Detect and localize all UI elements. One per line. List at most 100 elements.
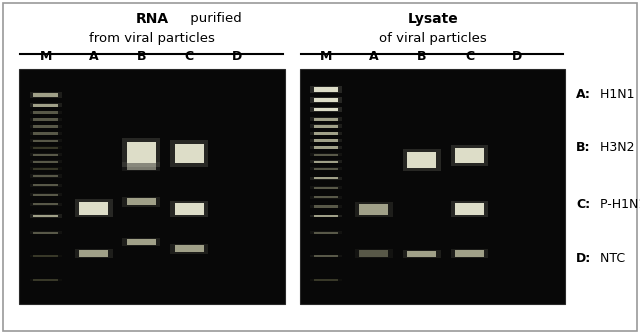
Bar <box>314 146 339 149</box>
Bar <box>310 214 342 217</box>
Bar <box>310 117 342 121</box>
Bar <box>29 153 62 156</box>
Text: purified: purified <box>186 12 241 25</box>
Bar <box>175 144 204 163</box>
Text: D:: D: <box>576 252 591 265</box>
Bar <box>300 186 565 198</box>
Bar <box>29 146 62 149</box>
Bar <box>33 125 58 128</box>
Bar <box>314 196 339 198</box>
Bar <box>33 215 58 217</box>
Bar <box>19 186 285 198</box>
Bar <box>29 203 62 206</box>
Bar <box>75 199 113 217</box>
Bar <box>122 197 161 207</box>
Bar <box>19 210 285 222</box>
Bar <box>170 244 208 254</box>
Bar <box>33 118 58 121</box>
Bar <box>300 257 565 269</box>
Bar <box>310 146 342 149</box>
Text: A: A <box>369 50 379 63</box>
Bar <box>314 87 339 92</box>
Bar <box>407 153 436 168</box>
Bar <box>19 234 285 245</box>
Bar <box>314 177 339 179</box>
Bar <box>310 86 342 93</box>
Bar <box>29 132 62 135</box>
Bar <box>314 232 339 234</box>
Bar <box>19 81 285 92</box>
Bar <box>310 196 342 199</box>
Bar <box>33 93 58 97</box>
Bar <box>79 250 108 257</box>
Bar <box>19 198 285 210</box>
Bar <box>33 194 58 196</box>
Text: C:: C: <box>576 199 590 211</box>
Bar <box>19 175 285 186</box>
Bar <box>310 139 342 142</box>
Bar <box>33 104 58 107</box>
Text: B: B <box>417 50 426 63</box>
Bar <box>314 255 339 257</box>
Bar <box>300 139 565 151</box>
Bar <box>310 231 342 234</box>
Bar <box>300 104 565 116</box>
Bar <box>310 167 342 170</box>
Text: NTC: NTC <box>596 252 626 265</box>
Bar <box>79 202 108 215</box>
Bar <box>33 132 58 135</box>
Bar <box>175 245 204 252</box>
Bar <box>300 69 565 81</box>
Bar <box>403 149 441 171</box>
Bar <box>29 103 62 107</box>
Text: B:: B: <box>576 141 591 154</box>
Bar <box>300 210 565 222</box>
Bar <box>300 116 565 128</box>
Bar <box>310 97 342 103</box>
Bar <box>33 140 58 142</box>
Bar <box>33 154 58 156</box>
Bar <box>19 151 285 163</box>
Text: A:: A: <box>576 88 591 100</box>
Bar <box>29 255 62 257</box>
Bar <box>75 249 113 258</box>
Bar <box>455 148 484 163</box>
Bar <box>29 184 62 187</box>
Bar <box>314 205 339 208</box>
Bar <box>29 193 62 196</box>
Bar <box>19 245 285 257</box>
Bar <box>122 238 161 247</box>
Text: A: A <box>89 50 99 63</box>
Bar <box>314 139 339 142</box>
Bar <box>310 107 342 112</box>
Bar <box>310 186 342 189</box>
Bar <box>29 174 62 177</box>
Bar <box>19 69 285 304</box>
Bar <box>355 249 393 258</box>
Text: from viral particles: from viral particles <box>90 32 215 45</box>
Bar <box>314 97 339 102</box>
Bar <box>300 222 565 234</box>
Bar <box>19 128 285 139</box>
Bar <box>310 132 342 135</box>
Bar <box>300 81 565 92</box>
Bar <box>29 279 62 281</box>
Bar <box>19 257 285 269</box>
Bar <box>314 161 339 163</box>
Bar <box>314 125 339 128</box>
Text: of viral particles: of viral particles <box>379 32 486 45</box>
Bar <box>359 204 388 215</box>
Bar <box>33 175 58 177</box>
Bar <box>314 279 339 281</box>
Bar <box>314 215 339 217</box>
Bar <box>29 92 62 98</box>
Bar <box>300 269 565 281</box>
Text: B: B <box>136 50 146 63</box>
FancyBboxPatch shape <box>3 3 637 331</box>
Text: M: M <box>40 50 52 63</box>
Text: RNA: RNA <box>136 12 169 26</box>
Bar <box>29 118 62 121</box>
Bar <box>175 203 204 215</box>
Bar <box>19 139 285 151</box>
Bar <box>29 214 62 217</box>
